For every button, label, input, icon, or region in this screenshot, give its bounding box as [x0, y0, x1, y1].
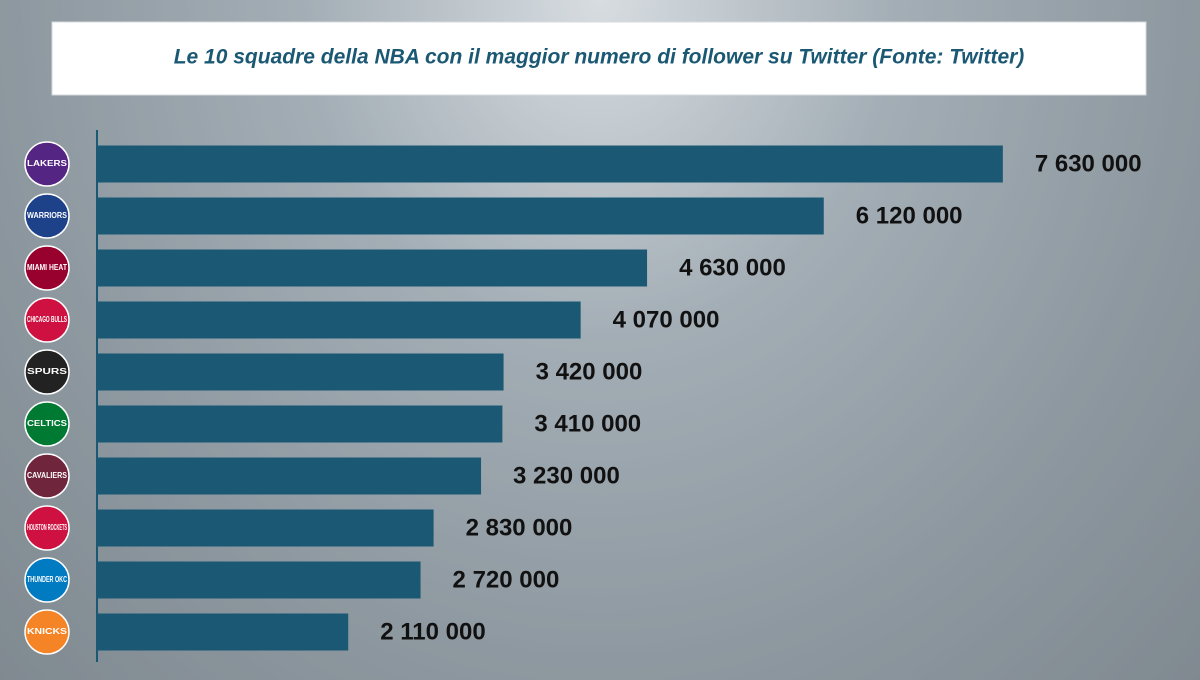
chart-title: Le 10 squadre della NBA con il maggior n…: [174, 46, 1025, 69]
category-label: WARRIORS: [27, 211, 68, 220]
bar: [98, 509, 434, 547]
value-label: 3 230 000: [513, 462, 620, 489]
team-logo: [24, 453, 70, 499]
bar: [98, 457, 482, 495]
team-logo: [24, 557, 70, 603]
category-label: KNICKS: [27, 627, 68, 636]
team-logo: [24, 609, 70, 655]
category-label: CELTICS: [27, 419, 68, 428]
value-label: 7 630 000: [1035, 150, 1142, 177]
category-label: CHICAGO BULLS: [27, 315, 67, 324]
title-box: [51, 21, 1147, 96]
value-label: 2 110 000: [380, 618, 485, 645]
bar: [98, 197, 824, 235]
value-label: 3 410 000: [534, 410, 641, 437]
bar: [98, 353, 504, 391]
bar: [98, 301, 581, 339]
bar: [98, 561, 421, 599]
category-label: LAKERS: [27, 159, 68, 168]
category-label: CAVALIERS: [27, 471, 68, 480]
value-label: 6 120 000: [856, 202, 963, 229]
bar: [98, 405, 503, 443]
value-label: 3 420 000: [536, 358, 643, 385]
team-logo: [24, 505, 70, 551]
team-logo: [24, 349, 70, 395]
value-label: 2 720 000: [453, 566, 560, 593]
team-logo: [24, 141, 70, 187]
team-logo: [24, 245, 70, 291]
category-label: HOUSTON ROCKETS: [27, 523, 67, 532]
bar: [98, 249, 648, 287]
bar: [98, 145, 1003, 183]
team-logo: [24, 401, 70, 447]
category-label: MIAMI HEAT: [27, 263, 67, 272]
value-label: 2 830 000: [466, 514, 573, 541]
value-label: 4 630 000: [679, 254, 786, 281]
team-logo: [24, 297, 70, 343]
value-label: 4 070 000: [613, 306, 720, 333]
team-logo: [24, 193, 70, 239]
bar: [98, 613, 349, 651]
category-label: SPURS: [27, 367, 68, 376]
category-label: THUNDER OKC: [27, 575, 67, 584]
